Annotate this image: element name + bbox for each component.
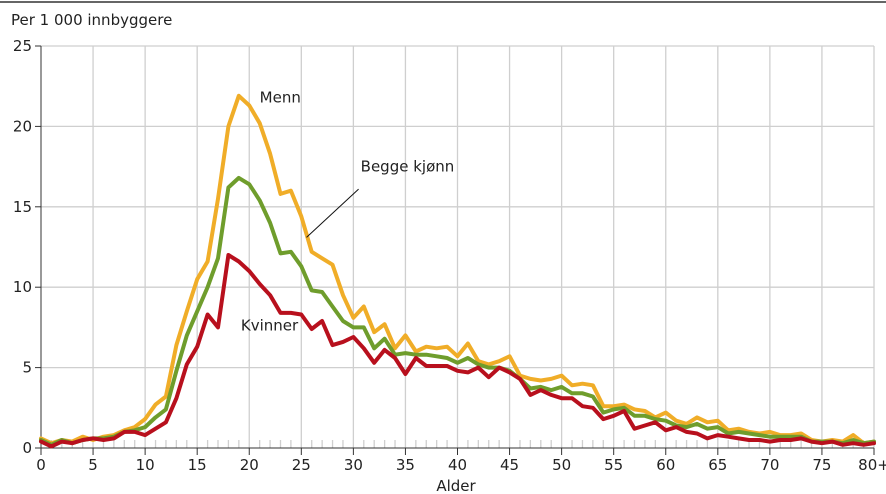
x-tick-label: 35 (396, 456, 415, 474)
grid (41, 45, 875, 448)
y-tick-label: 15 (13, 198, 32, 216)
y-tick-label: 10 (13, 278, 32, 296)
x-tick-label: 75 (812, 456, 831, 474)
x-tick-label: 60 (656, 456, 675, 474)
axes (35, 45, 875, 455)
x-tick-label: 25 (292, 456, 311, 474)
x-tick-labels: 0 5 10 15 20 25 30 35 40 45 50 55 60 65 70 75 80+ (36, 456, 886, 474)
x-tick-label: 0 (36, 456, 46, 474)
series-label-begge-kjonn: Begge kjønn (361, 157, 455, 175)
x-tick-label: 55 (604, 456, 623, 474)
x-tick-label: 20 (240, 456, 259, 474)
y-tick-label: 25 (13, 37, 32, 55)
series-label-kvinner: Kvinner (241, 317, 299, 335)
x-tick-label: 80+ (858, 456, 886, 474)
x-tick-label: 5 (88, 456, 98, 474)
y-tick-labels: 0 5 10 15 20 25 (13, 37, 32, 457)
x-tick-label: 30 (344, 456, 363, 474)
y-tick-label: 5 (22, 359, 32, 377)
series-label-menn: Menn (260, 88, 301, 106)
x-tick-label: 50 (552, 456, 571, 474)
x-axis-title: Alder (436, 477, 476, 494)
x-tick-label: 15 (188, 456, 207, 474)
y-axis-title: Per 1 000 innbyggere (11, 11, 172, 29)
series-labels: Menn Begge kjønn Kvinner (241, 88, 454, 334)
y-tick-label: 0 (22, 439, 32, 457)
series-line-begge-kjonn (39, 175, 876, 447)
series-line-menn (39, 93, 876, 446)
begge-kjonn-leader-line (306, 188, 359, 238)
x-tick-label: 45 (500, 456, 519, 474)
x-tick-label: 65 (708, 456, 727, 474)
x-tick-label: 40 (448, 456, 467, 474)
y-tick-label: 20 (13, 117, 32, 135)
series-line-kvinner (39, 253, 876, 449)
series-lines (39, 93, 876, 449)
x-tick-label: 10 (136, 456, 155, 474)
x-tick-label: 70 (760, 456, 779, 474)
